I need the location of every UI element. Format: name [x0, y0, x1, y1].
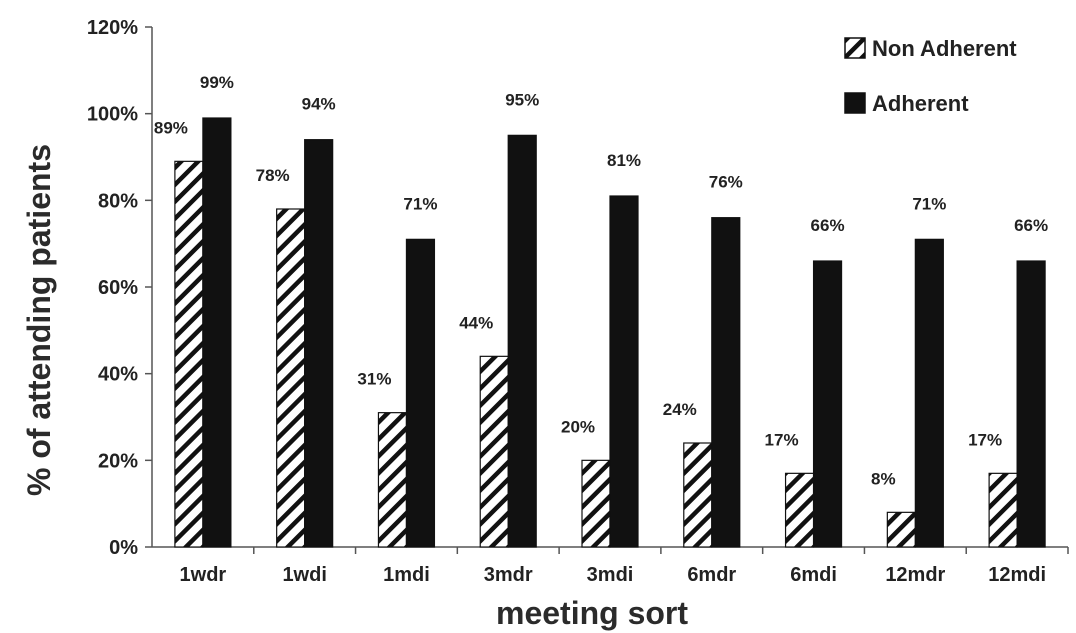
data-label-non-adherent: 8%: [871, 469, 896, 488]
bar-non-adherent: [784, 472, 815, 548]
data-label-non-adherent: 24%: [663, 400, 697, 419]
data-label-non-adherent: 31%: [357, 370, 391, 389]
y-axis-title: % of attending patients: [21, 144, 57, 496]
bars: [174, 117, 1046, 548]
y-tick-label: 20%: [98, 450, 138, 472]
bar-non-adherent: [683, 442, 713, 548]
x-tick-label: 1wdi: [282, 564, 326, 586]
legend-label-non-adherent: Non Adherent: [872, 36, 1017, 61]
y-tick-label: 120%: [87, 17, 138, 39]
legend: Non Adherent Adherent: [844, 36, 1017, 116]
data-label-adherent: 66%: [811, 216, 845, 235]
bar-non-adherent: [581, 459, 611, 548]
bar-adherent: [609, 195, 639, 548]
data-labels: 89% 99% 78% 94% 31% 71% 44% 95% 20% 81% 24% 76% 17% 6…: [154, 73, 1048, 488]
x-tick-label: 12mdi: [988, 564, 1046, 586]
legend-label-adherent: Adherent: [872, 91, 969, 116]
bar-non-adherent: [377, 412, 408, 548]
bar-adherent: [812, 260, 843, 548]
legend-swatch-non-adherent: [844, 37, 866, 59]
data-label-adherent: 76%: [709, 173, 743, 192]
data-label-adherent: 94%: [302, 95, 336, 114]
data-label-non-adherent: 17%: [765, 430, 799, 449]
data-label-non-adherent: 17%: [968, 430, 1002, 449]
data-label-adherent: 66%: [1014, 216, 1048, 235]
data-label-non-adherent: 89%: [154, 118, 188, 137]
y-tick-label: 100%: [87, 104, 138, 126]
bar-non-adherent: [479, 355, 509, 548]
bar-adherent: [202, 117, 232, 548]
bar-non-adherent: [988, 472, 1018, 548]
x-tick-label: 6mdr: [687, 564, 736, 586]
x-tick-label: 12mdr: [885, 564, 945, 586]
y-tick-label: 0%: [109, 537, 138, 559]
data-label-non-adherent: 44%: [459, 313, 493, 332]
y-tick-label: 80%: [98, 190, 138, 212]
bar-non-adherent: [276, 208, 306, 548]
x-tick-label: 3mdi: [587, 564, 634, 586]
data-label-adherent: 99%: [200, 73, 234, 92]
data-label-adherent: 71%: [912, 194, 946, 213]
y-axis: 0% 20% 40% 60% 80% 100% 120%: [87, 17, 153, 559]
data-label-non-adherent: 78%: [256, 166, 290, 185]
x-tick-label: 1mdi: [383, 564, 430, 586]
bar-adherent: [405, 238, 436, 548]
y-tick-label: 60%: [98, 277, 138, 299]
y-tick-label: 40%: [98, 364, 138, 386]
x-axis-title: meeting sort: [496, 595, 688, 631]
bar-adherent: [711, 217, 741, 548]
data-label-adherent: 81%: [607, 151, 641, 170]
bar-non-adherent: [886, 511, 916, 548]
bar-non-adherent: [174, 160, 204, 548]
data-label-adherent: 71%: [403, 194, 437, 213]
x-axis: 1wdr 1wdi 1mdi 3mdr 3mdi 6mdr 6mdi 12mdr 12mdi: [152, 546, 1069, 586]
data-label-non-adherent: 20%: [561, 417, 595, 436]
bar-adherent: [304, 139, 334, 548]
bar-adherent: [1016, 260, 1046, 548]
x-tick-label: 3mdr: [484, 564, 533, 586]
x-tick-label: 1wdr: [180, 564, 227, 586]
x-tick-label: 6mdi: [790, 564, 837, 586]
legend-swatch-adherent: [844, 92, 866, 114]
data-label-adherent: 95%: [505, 90, 539, 109]
bar-adherent: [507, 134, 537, 548]
bar-adherent: [914, 238, 944, 548]
